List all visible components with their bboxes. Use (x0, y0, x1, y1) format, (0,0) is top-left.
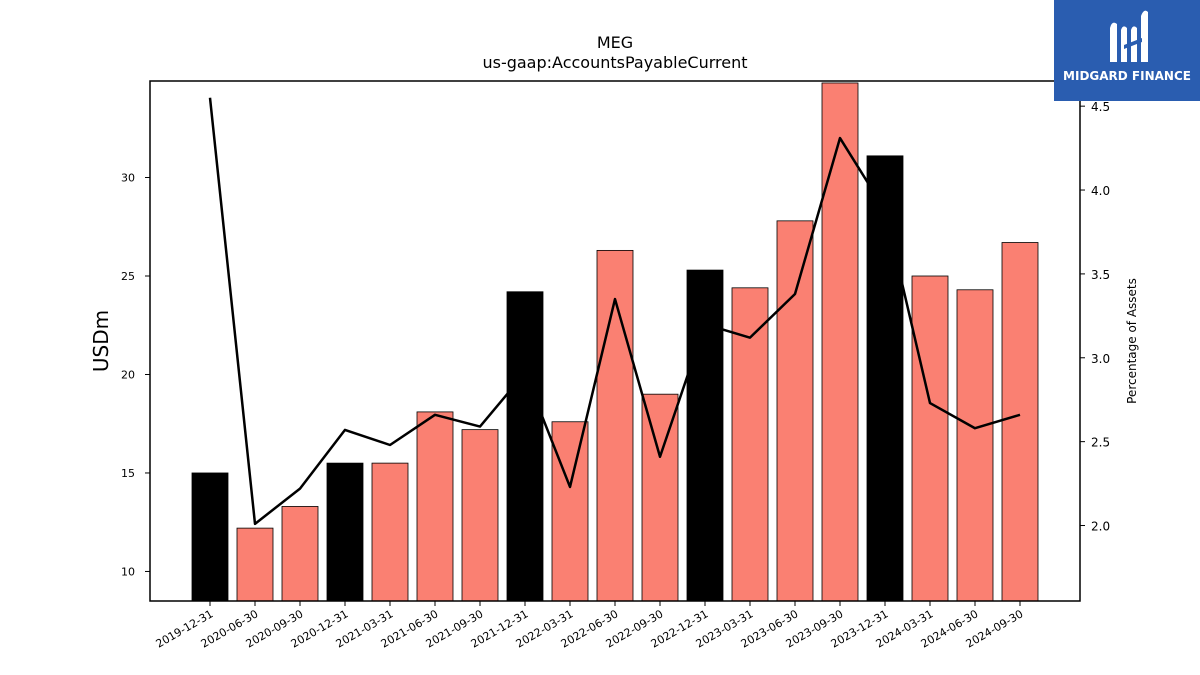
bar-2020-06-30 (236, 527, 274, 602)
bar-2023-09-30 (821, 82, 859, 602)
bar-2023-03-31 (731, 287, 769, 602)
bar-2020-09-30 (281, 506, 319, 602)
y2-tick-label: 3.5 (1091, 268, 1110, 282)
bar-2022-06-30 (596, 249, 634, 602)
bar-2021-12-31 (506, 291, 544, 602)
line-series (208, 97, 1021, 526)
bar-2023-12-31 (866, 155, 904, 602)
y-axis-right: 2.0 2.5 3.0 3.5 4.0 4.5 (1080, 100, 1110, 534)
y-tick-label: 30 (121, 172, 135, 185)
bar-2022-12-31 (686, 269, 724, 602)
y-tick-label: 15 (121, 467, 135, 480)
bar-2022-09-30 (641, 393, 679, 602)
bar-2021-03-31 (371, 462, 409, 602)
brand-logo: MIDGARD FINANCE (1054, 0, 1200, 101)
y2-tick-label: 2.5 (1091, 436, 1110, 450)
y-tick-label: 25 (121, 270, 135, 283)
bar-2023-06-30 (776, 220, 814, 602)
bar-2020-12-31 (326, 462, 364, 602)
bar-2021-06-30 (416, 411, 454, 602)
y-tick-label: 20 (121, 368, 135, 381)
y2-tick-label: 4.0 (1091, 184, 1110, 198)
midgard-logo-icon (1110, 10, 1148, 63)
y-axis-left: 10 15 20 25 30 (121, 172, 150, 578)
bar-2021-09-30 (461, 429, 499, 602)
y2-axis-label: Percentage of Assets (1125, 278, 1139, 404)
y2-tick-label: 2.0 (1091, 520, 1110, 534)
bar-2024-03-31 (911, 275, 949, 602)
chart-subtitle: us-gaap:AccountsPayableCurrent (482, 53, 747, 72)
logo-text: MIDGARD FINANCE (1063, 69, 1191, 83)
y-tick-label: 10 (121, 565, 135, 578)
chart-title: MEG (597, 33, 633, 52)
bar-2024-09-30 (1001, 242, 1039, 602)
bar-series (191, 82, 1039, 602)
y-axis-label: USDm (89, 310, 113, 372)
percentage-line (208, 97, 1021, 526)
y2-tick-label: 4.5 (1091, 100, 1110, 114)
y2-tick-label: 3.0 (1091, 352, 1110, 366)
bar-2019-12-31 (191, 472, 229, 602)
bar-2024-06-30 (956, 289, 994, 602)
x-axis: 2019-12-312020-06-302020-09-302020-12-31… (154, 601, 1026, 651)
bar-2022-03-31 (551, 421, 589, 602)
